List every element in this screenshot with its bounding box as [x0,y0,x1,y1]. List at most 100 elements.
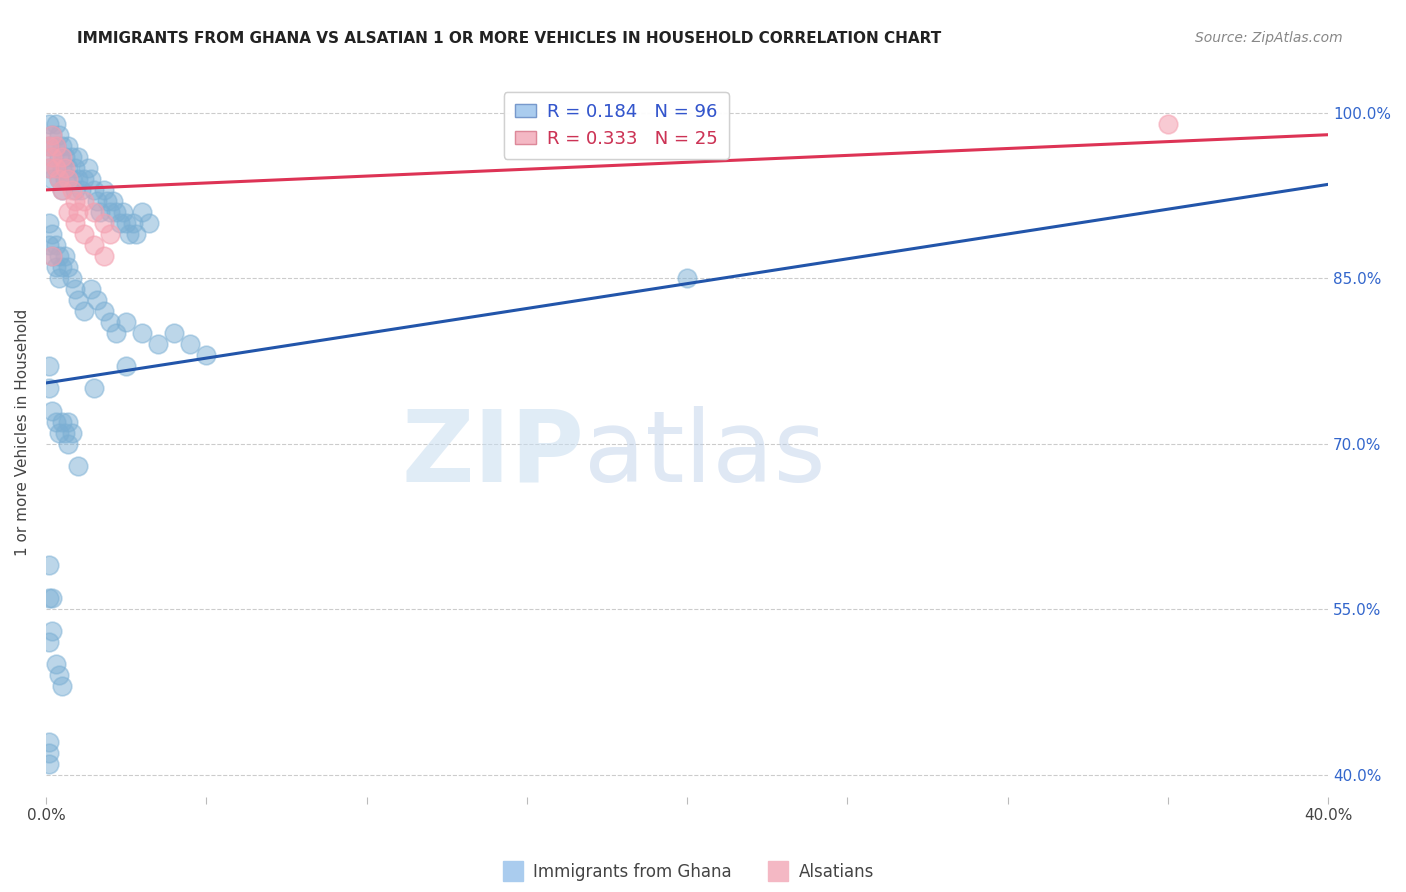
Point [48,249,70,263]
Point [58,172,80,186]
Point [53,425,76,440]
Point [73,194,96,208]
Point [38,138,60,153]
Point [105,205,128,219]
Point [60,172,83,186]
Point [41,172,63,186]
Point [38,161,60,175]
Point [53,172,76,186]
Point [131,205,153,219]
Point [60,150,83,164]
Point [83,183,105,197]
Point [41,249,63,263]
Point [163,326,186,341]
Point [60,271,83,285]
Point [63,183,86,197]
Point [58,415,80,429]
Point [98,227,121,241]
Point [41,227,63,241]
Point [195,348,218,362]
Point [41,624,63,639]
Point [66,172,89,186]
Point [53,249,76,263]
Point [51,679,73,693]
Point [118,227,141,241]
Point [58,138,80,153]
Point [76,161,98,175]
Point [41,150,63,164]
Point [58,260,80,274]
Point [73,227,96,241]
Point [51,415,73,429]
Point [63,282,86,296]
Point [53,150,76,164]
Point [48,425,70,440]
Point [93,249,115,263]
Point [131,326,153,341]
Point [45,138,67,153]
Point [38,216,60,230]
Point [38,591,60,606]
Point [41,128,63,142]
Point [89,205,111,219]
Point [53,161,76,175]
Text: Source: ZipAtlas.com: Source: ZipAtlas.com [1195,31,1343,45]
Point [51,161,73,175]
Point [45,161,67,175]
Point [38,238,60,252]
Point [93,304,115,318]
Point [38,558,60,572]
Point [51,183,73,197]
Point [48,172,70,186]
Point [58,436,80,450]
Point [63,161,86,175]
Point [38,746,60,760]
Point [51,138,73,153]
Point [105,326,128,341]
Text: atlas: atlas [585,406,827,503]
Point [73,304,96,318]
Point [51,183,73,197]
Text: IMMIGRANTS FROM GHANA VS ALSATIAN 1 OR MORE VEHICLES IN HOUSEHOLD CORRELATION CH: IMMIGRANTS FROM GHANA VS ALSATIAN 1 OR M… [77,31,942,46]
Point [108,216,131,230]
Point [60,183,83,197]
Point [60,425,83,440]
Point [58,205,80,219]
Point [83,382,105,396]
Point [93,216,115,230]
Point [66,150,89,164]
Point [45,657,67,672]
Point [80,172,103,186]
Point [63,216,86,230]
Point [1157,117,1180,131]
Point [58,161,80,175]
Point [38,117,60,131]
Point [48,150,70,164]
Point [80,282,103,296]
Point [45,415,67,429]
Point [38,382,60,396]
Point [41,591,63,606]
Point [96,194,118,208]
Text: ZIP: ZIP [402,406,585,503]
Point [66,458,89,473]
Point [48,128,70,142]
Point [66,205,89,219]
Point [121,216,143,230]
Point [83,205,105,219]
Point [38,359,60,374]
Point [38,161,60,175]
Point [51,260,73,274]
Point [98,315,121,329]
Point [38,756,60,771]
Point [70,183,93,197]
Point [98,205,121,219]
Point [103,194,125,208]
Point [45,117,67,131]
Point [115,216,138,230]
Point [73,172,96,186]
Point [38,734,60,748]
Point [125,227,148,241]
Point [48,668,70,682]
Legend: R = 0.184   N = 96, R = 0.333   N = 25: R = 0.184 N = 96, R = 0.333 N = 25 [503,92,728,159]
